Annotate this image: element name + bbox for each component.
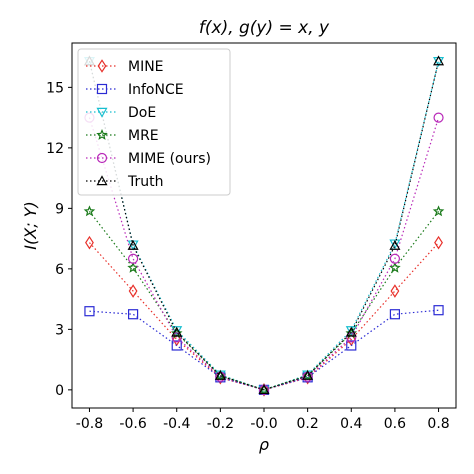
data-point [85,235,94,250]
legend-marker [96,152,108,164]
data-point [171,326,183,337]
legend-item: DoE [86,105,156,121]
data-point [389,239,401,250]
data-point [128,284,138,298]
data-point [171,340,182,351]
data-point [127,239,139,250]
data-point [301,369,314,381]
data-point [433,112,444,123]
legend-marker [96,83,108,95]
data-point [127,253,139,264]
data-point [434,235,443,250]
x-tick-label: -0.0 [250,416,277,432]
data-point [389,261,401,273]
legend-label: MIME (ours) [128,151,211,167]
legend-marker [96,107,108,118]
data-point [127,309,139,320]
legend-item: MRE [86,128,159,144]
x-tick-label: -0.6 [119,416,146,432]
data-point [389,309,401,320]
data-point [433,305,444,316]
x-axis-label: ρ [259,435,269,454]
y-tick-label: 12 [46,141,64,157]
data-point [432,205,445,217]
legend: MINE InfoNCE DoE MRE MIME (ours) Truth [77,48,231,196]
data-point [258,383,270,395]
legend-item: Truth [86,174,164,190]
series-mre [83,205,445,395]
legend-item: InfoNCE [86,82,184,98]
y-tick-label: 9 [55,201,64,217]
legend-marker [96,175,108,186]
axes-layer: -0.8 -0.6 -0.4 -0.2 -0.0 0.2 0.4 0.6 0.8 0 3 6 9 12 15… [21,18,457,454]
y-tick-label: 6 [55,262,64,278]
x-tick-label: 0.4 [340,416,362,432]
legend-marker [96,128,108,140]
data-point [83,205,96,217]
x-tick-label: 0.6 [384,416,406,432]
legend-marker [97,59,107,73]
data-point [214,369,226,380]
x-tick-label: -0.4 [163,416,190,432]
data-point [346,340,357,351]
y-tick-label: 0 [55,383,64,399]
legend-box [77,48,231,196]
series-line [89,309,439,391]
y-axis-label: I(X; Y) [21,201,40,249]
legend-label: InfoNCE [128,82,184,98]
series-line [88,211,440,391]
series-mine [85,235,443,397]
data-point [258,384,270,395]
data-point [127,261,139,273]
legend-label: Truth [127,174,164,190]
series-line [89,242,439,391]
legend-item: MINE [86,59,164,75]
x-tick-label: -0.2 [207,416,234,432]
legend-label: MRE [128,128,159,144]
y-tick-label: 15 [46,80,64,96]
x-tick-label: 0.8 [427,416,449,432]
series-infonce [84,305,444,395]
data-point [84,306,95,317]
data-point [389,253,401,264]
x-tick-label: -0.8 [76,416,103,432]
data-point [345,326,357,337]
data-point [302,369,314,380]
x-tick-label: 0.2 [297,416,319,432]
data-point [390,284,400,298]
y-tick-label: 3 [55,322,64,338]
legend-label: DoE [128,105,156,121]
legend-label: MINE [128,59,164,75]
chart-title: f(x), g(y) = x, y [199,18,330,38]
data-point [433,55,445,66]
legend-item: MIME (ours) [86,151,211,167]
